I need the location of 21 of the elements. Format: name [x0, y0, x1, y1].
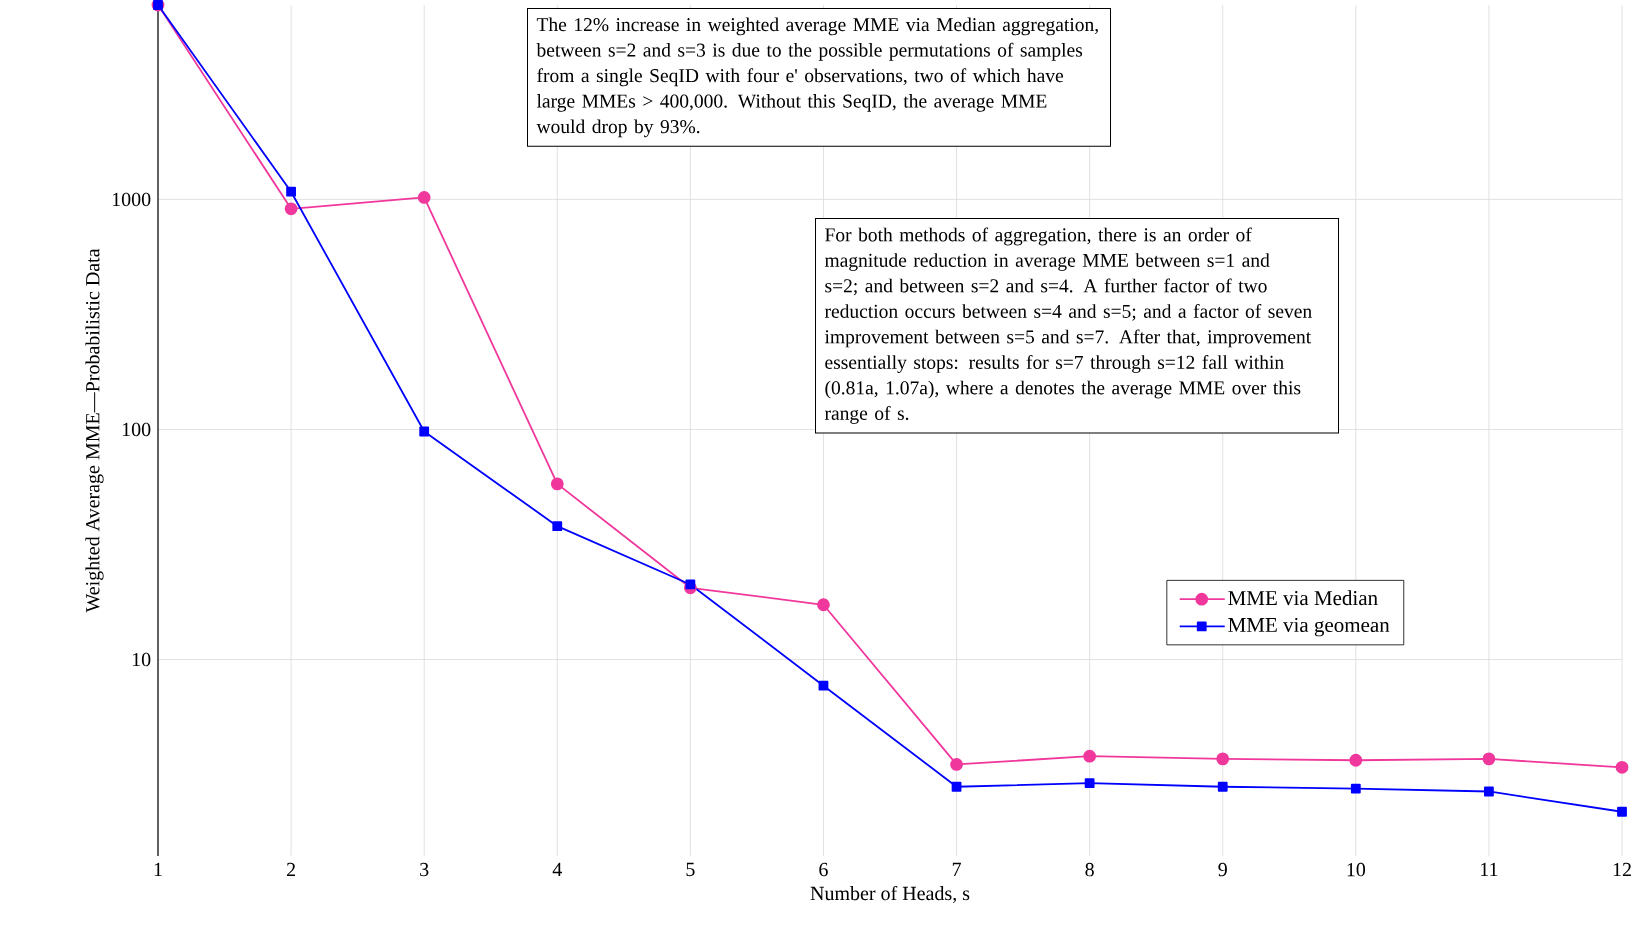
x-tick-label: 9 [1218, 862, 1227, 877]
legend-label: MME via geomean [1228, 617, 1390, 637]
annotation: The 12% increase in weighted average MME via Median aggregation, between s=2 and s=3 is due to the possible permutations of samples from a single SeqID with four e' observations, two of which have large MMEs > 400,000. Without this SeqID, the average MME would drop by 93%. [536, 17, 1098, 138]
x-tick-label: 10 [1347, 862, 1366, 877]
x-tick-label: 4 [552, 862, 562, 877]
x-axis-title: Number of Heads, s [810, 885, 970, 904]
x-tick-label: 7 [952, 862, 961, 876]
y-tick-label: 1000 [112, 192, 151, 207]
y-tick-label: 10 [132, 652, 151, 667]
x-tick-label: 1 [154, 862, 162, 877]
x-tick-label: 3 [420, 862, 429, 877]
y-axis-title: Weighted Average MME—Probabilistic Data [85, 248, 104, 613]
x-tick-label: 8 [1085, 862, 1094, 877]
x-tick-label: 6 [819, 862, 828, 877]
x-tick-label: 5 [686, 862, 695, 877]
x-tick-label: 2 [286, 862, 295, 877]
x-tick-label: 12 [1613, 862, 1631, 877]
x-tick-label: 11 [1481, 862, 1498, 877]
legend-label: MME via Median [1228, 590, 1378, 606]
y-tick-label: 100 [122, 422, 151, 437]
annotation: For both methods of aggregation, there is an order of magnitude reduction in average MME between s=1 and s=2; and between s=2 and s=4. A further factor of two reduction occurs between s=4 and s=5; and a factor of seven improvement between s=5 and s=7. After that, improvement essentially stops: results for s=7 through s=12 fall within (0.81a, 1.07a), where a denotes the average MME over this range of s. [824, 227, 1312, 424]
